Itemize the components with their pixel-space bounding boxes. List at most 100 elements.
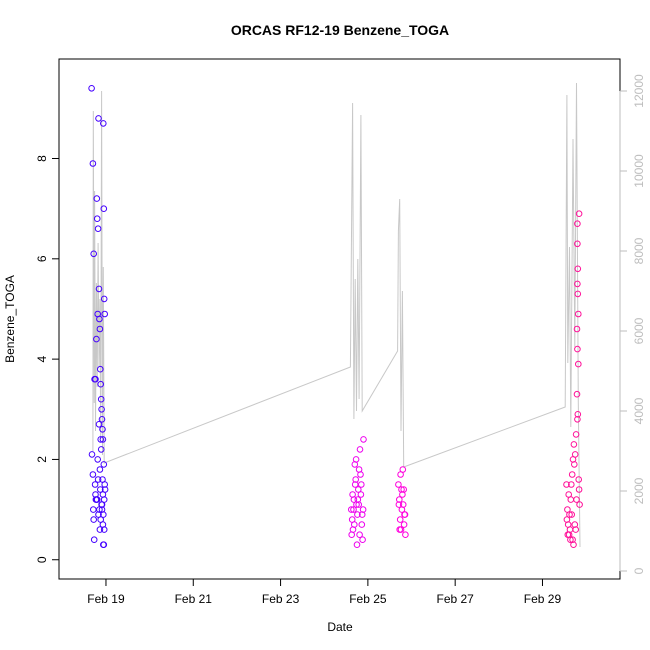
data-point [96, 526, 104, 533]
data-point [567, 536, 574, 544]
data-point [356, 446, 364, 453]
data-point [573, 496, 580, 503]
data-point [357, 491, 365, 498]
data-point [354, 511, 361, 518]
y-tick-label: 8 [35, 155, 49, 162]
data-point [88, 451, 96, 458]
data-point [570, 441, 578, 448]
data-point [96, 466, 104, 473]
data-point [100, 511, 107, 518]
data-point [395, 501, 403, 508]
data-point [93, 335, 100, 343]
data-point [95, 511, 102, 518]
data-point [355, 486, 362, 493]
y2-tick-label: 10000 [632, 154, 646, 188]
data-point [348, 506, 355, 513]
y2-tick-label: 0 [632, 567, 646, 574]
data-point [348, 531, 356, 539]
y-tick-label: 0 [35, 556, 49, 563]
data-point [402, 531, 409, 539]
plot-frame [58, 58, 621, 580]
data-point [95, 115, 102, 122]
data-point [92, 375, 99, 383]
data-point [563, 481, 570, 488]
data-point [99, 436, 107, 443]
data-point [574, 290, 582, 298]
data-point [352, 456, 360, 463]
data-point [97, 486, 104, 493]
x-tick-label: Feb 21 [175, 592, 213, 606]
altitude-layer [92, 82, 581, 548]
data-point [89, 160, 97, 167]
points-layer [88, 85, 583, 549]
data-point [574, 220, 581, 227]
data-point [400, 521, 408, 528]
data-point [575, 360, 582, 368]
data-point [350, 506, 357, 513]
data-point [575, 486, 583, 493]
data-point [396, 526, 404, 533]
data-point [353, 541, 361, 549]
data-point [354, 496, 362, 503]
data-point [575, 310, 582, 318]
data-point [100, 541, 107, 549]
y-tick-label: 4 [35, 355, 49, 362]
data-point [564, 531, 572, 539]
data-point [357, 471, 364, 478]
data-point [570, 541, 577, 549]
data-point [396, 516, 404, 523]
data-point [90, 250, 97, 258]
data-point [574, 416, 581, 423]
data-point [101, 310, 108, 318]
data-point [395, 481, 402, 488]
chart-title: ORCAS RF12-19 Benzene_TOGA [231, 22, 449, 38]
y-axis: 0 2 4 6 8 [35, 155, 60, 563]
data-point [97, 446, 105, 453]
data-point [100, 295, 108, 303]
data-point [90, 516, 97, 523]
data-point [91, 481, 99, 488]
data-point [572, 431, 580, 438]
data-point [89, 471, 97, 478]
data-point [566, 511, 573, 518]
data-point [396, 496, 403, 503]
y2-tick-label: 8000 [632, 237, 646, 264]
data-point [568, 511, 576, 518]
data-point [96, 315, 103, 323]
data-point [96, 325, 104, 333]
data-point [574, 280, 581, 288]
data-point [563, 516, 571, 523]
data-point [100, 461, 108, 468]
data-point [97, 395, 105, 403]
data-point [99, 426, 106, 433]
data-point [94, 225, 102, 232]
y-tick-label: 2 [35, 456, 49, 463]
data-point [98, 406, 105, 413]
y2-tick-label: 4000 [632, 397, 646, 424]
y2-axis: 0 2000 4000 6000 8000 10000 12000 [619, 74, 646, 574]
y2-tick-label: 2000 [632, 477, 646, 504]
data-point [93, 215, 101, 222]
data-point [574, 240, 581, 248]
data-point [351, 521, 358, 528]
data-point [573, 390, 581, 398]
data-point [401, 511, 409, 518]
data-point [93, 195, 101, 202]
data-point [356, 531, 363, 539]
data-point [98, 501, 105, 508]
y2-tick-label: 12000 [632, 74, 646, 108]
data-point [397, 471, 404, 478]
data-point [575, 210, 583, 217]
x-tick-label: Feb 19 [87, 592, 125, 606]
data-point [568, 481, 575, 488]
data-point [94, 476, 102, 483]
data-point [98, 416, 106, 423]
data-point [100, 205, 108, 212]
data-point [573, 325, 581, 333]
data-point [97, 365, 104, 373]
data-point [574, 345, 581, 353]
data-point [93, 496, 100, 503]
data-point [569, 456, 577, 463]
data-point [95, 285, 103, 293]
